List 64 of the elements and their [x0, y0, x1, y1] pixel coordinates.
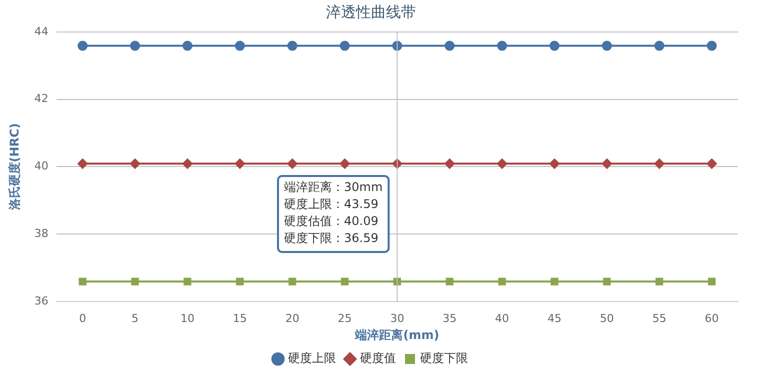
x-tick-label: 50	[600, 312, 614, 325]
point	[444, 40, 455, 51]
point	[550, 278, 558, 286]
x-tick-label: 40	[495, 312, 510, 325]
point	[234, 158, 245, 169]
legend-label: 硬度下限	[420, 351, 468, 366]
point	[706, 40, 717, 51]
annotation: 硬度下限：36.59	[284, 231, 378, 246]
point	[234, 40, 245, 51]
legend-label: 硬度上限	[288, 351, 336, 366]
point	[497, 158, 508, 169]
point	[78, 158, 88, 169]
point	[288, 278, 296, 286]
point	[340, 158, 350, 169]
point	[444, 158, 455, 169]
point	[656, 278, 664, 286]
x-tick-label: 10	[180, 312, 194, 325]
y-axis-title: 洛氏硬度(HRC)	[7, 123, 22, 212]
x-tick-label: 15	[232, 312, 247, 325]
point	[498, 278, 506, 286]
annotation: 硬度估值：40.09	[284, 214, 378, 228]
point	[78, 278, 86, 286]
annotation: 端淬距离：30mm	[284, 180, 383, 194]
point	[602, 40, 612, 51]
point	[497, 40, 508, 51]
point	[182, 158, 192, 169]
point	[446, 278, 454, 286]
x-tick-label: 25	[338, 312, 352, 325]
x-tick-label: 35	[442, 312, 457, 325]
point	[602, 158, 612, 169]
y-tick-label: 40	[34, 160, 48, 173]
point	[549, 40, 560, 51]
point	[236, 278, 244, 286]
annotation: 硬度上限：43.59	[284, 197, 378, 212]
x-tick-label: 55	[652, 312, 666, 325]
point	[130, 40, 140, 51]
point	[603, 278, 611, 286]
point	[184, 278, 192, 286]
point	[130, 158, 140, 169]
y-tick-label: 42	[34, 92, 48, 106]
x-tick-label: 5	[132, 312, 139, 325]
x-axis-title: 端淬距离(mm)	[354, 328, 440, 342]
legend-label: 硬度值	[360, 351, 396, 366]
point	[654, 158, 664, 169]
chart-title: 淬透性曲线带	[326, 2, 416, 21]
point	[706, 158, 717, 169]
point	[340, 278, 349, 286]
y-tick-label: 44	[34, 24, 48, 38]
x-tick-label: 0	[79, 312, 86, 325]
point	[131, 278, 139, 286]
y-tick-label: 36	[34, 294, 48, 308]
point	[549, 158, 560, 169]
x-tick-label: 20	[285, 312, 300, 325]
point	[287, 158, 298, 169]
point	[78, 40, 88, 51]
point	[708, 278, 716, 286]
x-tick-label: 45	[547, 312, 562, 325]
point	[182, 40, 192, 51]
y-tick-label: 38	[34, 226, 48, 240]
point	[654, 40, 664, 51]
point	[287, 40, 298, 51]
point	[340, 40, 350, 51]
x-tick-label: 30	[390, 312, 404, 325]
x-tick-label: 60	[704, 312, 719, 325]
